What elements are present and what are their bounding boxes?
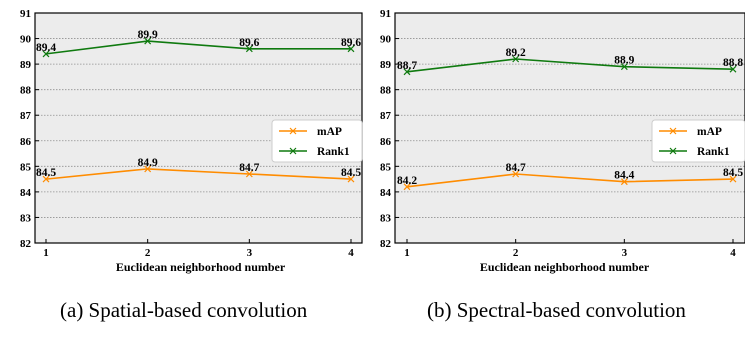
marker-map [620,178,628,186]
marker-map [512,170,520,178]
data-label-rank1: 89.9 [138,29,158,41]
y-tick-label: 89 [380,59,392,71]
data-label-map: 84.5 [36,167,56,179]
marker-map [347,175,355,183]
series-line-rank1 [45,40,351,55]
caption-spatial: (a) Spatial-based convolution [60,298,308,322]
y-tick-label: 90 [20,34,32,46]
marker-rank1 [144,37,152,45]
data-label-rank1: 89.4 [36,42,56,54]
data-label-map: 84.7 [506,162,526,174]
x-tick-label: 4 [348,247,354,259]
y-tick-label: 83 [20,212,32,224]
marker-rank1 [512,55,520,63]
marker-rank1 [620,63,628,71]
y-tick-label: 86 [20,136,32,148]
marker-map [403,183,411,191]
y-tick-label: 86 [380,136,392,148]
legend-marker-rank1 [669,147,677,155]
data-label-rank1: 88.8 [723,57,743,69]
y-tick-label: 88 [380,85,392,97]
legend-marker-rank1 [289,147,297,155]
series-line-map [45,168,352,180]
legend-label-rank1: Rank1 [317,146,350,158]
data-label-map: 84.4 [614,170,634,182]
marker-rank1 [245,45,253,53]
data-label-map: 84.9 [138,157,158,169]
data-label-rank1: 89.6 [239,37,259,49]
data-label-rank1: 88.9 [614,55,634,67]
caption-spectral: (b) Spectral-based convolution [427,298,686,322]
series-line-rank1 [406,58,734,73]
marker-map [144,165,152,173]
legend: mAP Rank1 [651,119,745,163]
marker-map [245,170,253,178]
x-axis-label: Euclidean neighborhood number [116,260,286,274]
x-tick-label: 4 [730,247,736,259]
x-axis-label: Euclidean neighborhood number [480,260,650,274]
data-label-rank1: 89.2 [506,47,526,59]
y-tick-label: 82 [20,238,32,250]
legend-label-rank1: Rank1 [697,146,730,158]
data-label-rank1: 89.6 [341,37,361,49]
data-label-map: 84.2 [397,175,417,187]
marker-rank1 [42,50,50,58]
x-tick-label: 3 [247,247,253,259]
series-line-map [406,173,734,188]
x-tick-label: 3 [622,247,628,259]
axes-frame [394,12,745,244]
marker-map [42,175,50,183]
y-tick-label: 82 [380,238,392,250]
legend-label-map: mAP [697,126,722,138]
marker-rank1 [403,68,411,76]
x-tick-label: 1 [404,247,410,259]
marker-rank1 [347,45,355,53]
chart-spectral: 82 83 84 85 86 87 88 89 90 91 1 2 3 4 Euclidean neighb… [380,8,745,274]
chart-spatial: 82 83 84 85 86 87 88 89 90 91 1 2 3 4 Euclidean neighb… [20,8,363,274]
data-label-map: 84.5 [723,167,743,179]
y-tick-label: 89 [20,59,32,71]
data-label-rank1: 88.7 [397,60,417,72]
legend-label-map: mAP [317,126,342,138]
y-tick-label: 83 [380,212,392,224]
marker-rank1 [729,65,737,73]
y-tick-label: 91 [380,8,391,20]
y-tick-label: 85 [20,161,32,173]
y-tick-label: 88 [20,85,32,97]
y-tick-label: 84 [380,187,392,199]
y-tick-label: 87 [20,110,32,122]
x-tick-label: 2 [513,247,519,259]
x-tick-label: 1 [43,247,49,259]
data-label-map: 84.7 [239,162,259,174]
legend-marker-map [289,127,297,135]
data-label-map: 84.5 [341,167,361,179]
y-tick-label: 85 [380,161,392,173]
y-tick-label: 84 [20,187,32,199]
legend: mAP Rank1 [271,119,363,163]
y-tick-label: 87 [380,110,392,122]
y-tick-label: 90 [380,34,392,46]
y-tick-label: 91 [20,8,31,20]
x-tick-label: 2 [145,247,151,259]
marker-map [729,175,737,183]
legend-marker-map [669,127,677,135]
